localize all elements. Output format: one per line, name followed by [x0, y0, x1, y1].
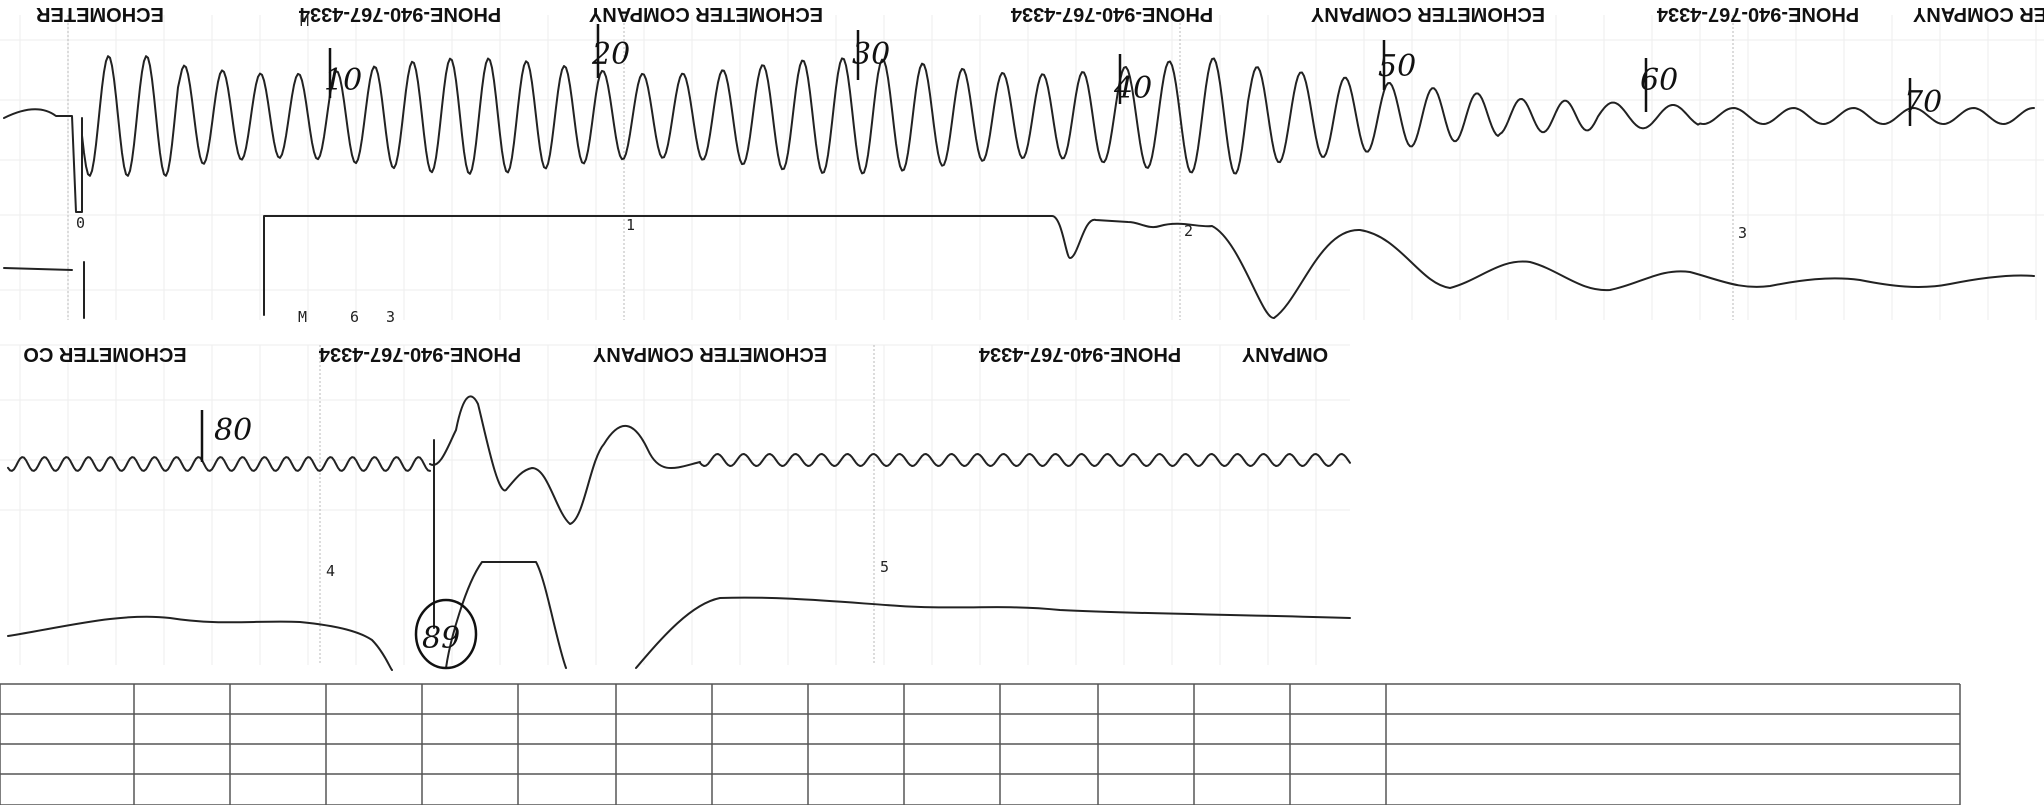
header-text: ECHOMETER	[36, 3, 164, 25]
circled-annotation	[414, 598, 478, 670]
header-text: ECHOMETER COMPANY	[588, 3, 823, 25]
chart-grid	[0, 15, 2044, 665]
header-text: ECHOMETER CO	[23, 343, 186, 365]
header-text: ER COMPANY	[1912, 3, 2044, 25]
lower-trace	[3, 215, 2035, 319]
hand-label-50: 50	[1378, 49, 1416, 84]
hand-label-10: 10	[324, 63, 362, 98]
header-text: PHONE-940-767-4334	[1656, 3, 1859, 25]
acoustic-trace-strip2-lead	[7, 456, 431, 472]
acoustic-trace-strip2-tail	[699, 453, 1351, 467]
second-markers: 0 1 2 3 4 5 M M 6 3	[76, 12, 1747, 580]
trace-group	[3, 55, 2035, 671]
acoustic-trace-strip2-kick	[429, 395, 701, 525]
bottom-table-grid	[0, 683, 1961, 805]
handwritten-annotations: 10 20 30 40 50 60 70 80 89	[200, 24, 1942, 670]
header-text: PHONE-940-767-4334	[318, 343, 521, 365]
header-text: OMPANY	[1241, 343, 1328, 365]
hand-label-70: 70	[1904, 85, 1942, 120]
second-marker-0: 0	[76, 214, 85, 232]
hand-label-60: 60	[1640, 63, 1678, 98]
small-mark: M	[300, 12, 309, 30]
acoustic-trace-lead-in	[3, 108, 83, 213]
second-marker-2: 2	[1184, 222, 1193, 240]
small-mark: M	[298, 308, 307, 326]
small-mark: 3	[386, 308, 395, 326]
header-text: PHONE-940-767-4334	[978, 343, 1181, 365]
small-mark: 6	[350, 308, 359, 326]
header-text: PHONE-940-767-4334	[298, 3, 501, 25]
header-text: ECHOMETER COMPANY	[592, 343, 827, 365]
hand-label-89: 89	[422, 621, 460, 656]
second-marker-1: 1	[626, 216, 635, 234]
hand-label-20: 20	[591, 37, 630, 72]
hand-label-40: 40	[1113, 71, 1152, 106]
second-marker-4: 4	[326, 562, 335, 580]
second-marker-5: 5	[880, 558, 889, 576]
acoustic-trace	[81, 55, 2035, 177]
second-marker-3: 3	[1738, 224, 1747, 242]
lower-trace-strip2	[7, 561, 1351, 671]
header-text: ECHOMETER COMPANY	[1310, 3, 1545, 25]
header-text: PHONE-940-767-4334	[1010, 3, 1213, 25]
hand-label-80: 80	[214, 413, 252, 448]
header-strip: ECHOMETER PHONE-940-767-4334 ECHOMETER COM…	[23, 3, 2044, 365]
hand-label-30: 30	[852, 37, 890, 72]
